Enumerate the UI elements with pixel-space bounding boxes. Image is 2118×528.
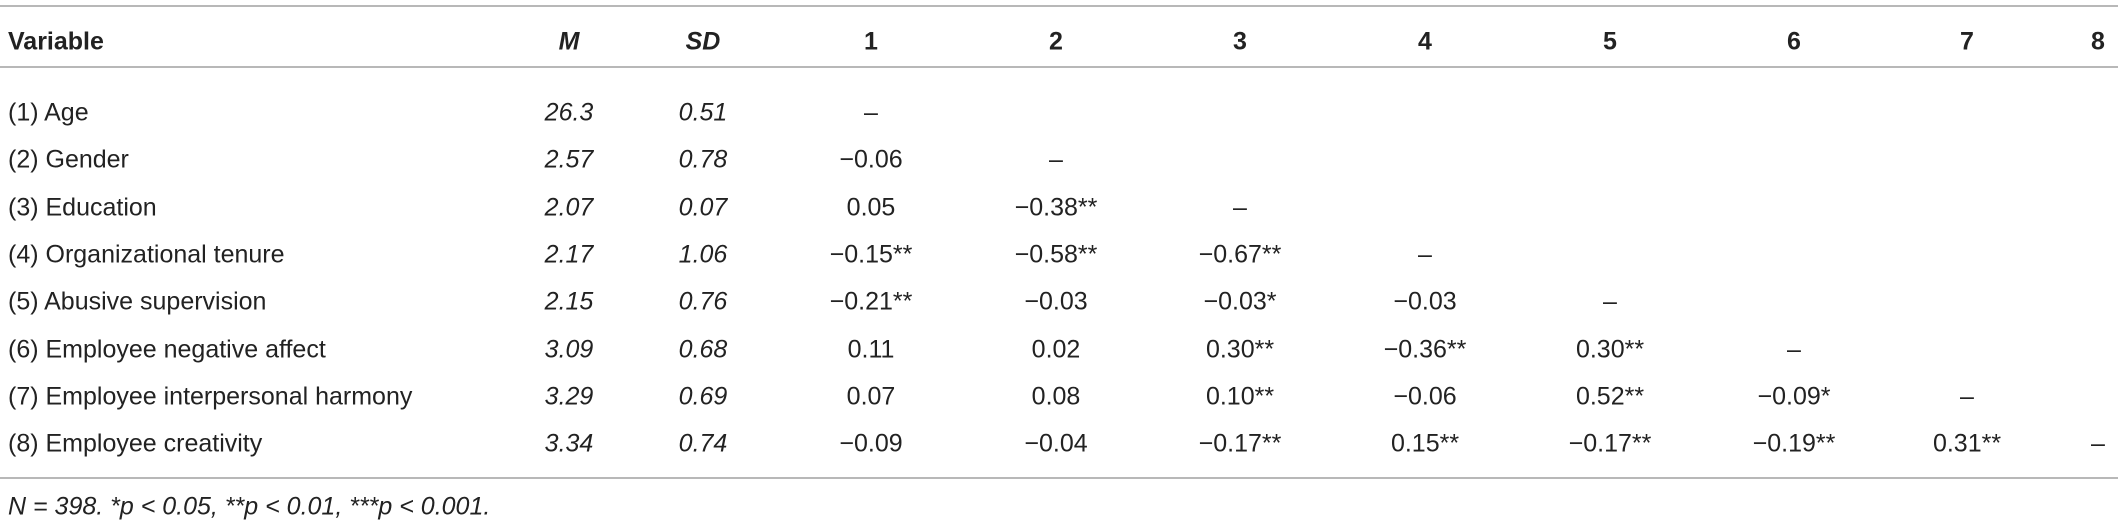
table-cell: −0.17**	[1568, 429, 1652, 458]
table-cell: 0.08	[1031, 382, 1081, 411]
row-label: (4) Organizational tenure	[8, 240, 285, 269]
table-cell: –	[1787, 335, 1801, 363]
table-cell: −0.09	[839, 429, 903, 458]
table-cell: −0.03	[1024, 287, 1088, 316]
table-cell: 0.68	[678, 335, 728, 363]
table-cell: −0.03	[1393, 287, 1457, 316]
table-cell: –	[1603, 287, 1617, 316]
table-cell: 2.57	[544, 145, 594, 174]
row-label: (1) Age	[8, 98, 89, 127]
header-cell: 6	[1787, 27, 1801, 56]
table-cell: –	[864, 98, 878, 127]
header-cell: 8	[2091, 27, 2105, 56]
bottom-rule	[0, 477, 2118, 479]
row-label: (7) Employee interpersonal harmony	[8, 382, 413, 411]
header-cell: 4	[1418, 27, 1432, 56]
header-cell: Variable	[8, 27, 104, 56]
header-cell: 5	[1603, 27, 1617, 56]
row-label: (8) Employee creativity	[8, 429, 263, 458]
table-cell: 0.02	[1031, 335, 1081, 363]
header-rule	[0, 66, 2118, 68]
header-cell: SD	[685, 27, 721, 56]
table-cell: 0.74	[678, 429, 728, 458]
table-cell: −0.19**	[1752, 429, 1836, 458]
table-cell: –	[1233, 193, 1247, 222]
row-label: (5) Abusive supervision	[8, 287, 267, 316]
table-cell: 3.29	[544, 382, 594, 411]
table-cell: 0.30**	[1575, 335, 1645, 363]
header-cell: 2	[1049, 27, 1063, 56]
table-cell: –	[1049, 145, 1063, 174]
table-cell: 0.10**	[1205, 382, 1275, 411]
table-cell: 0.07	[678, 193, 728, 222]
header-cell: 1	[864, 27, 878, 56]
table-cell: 3.09	[544, 335, 594, 363]
table-cell: 0.05	[846, 193, 896, 222]
top-rule	[0, 5, 2118, 7]
table-cell: –	[1960, 382, 1974, 411]
header-cell: 3	[1233, 27, 1247, 56]
table-cell: −0.36**	[1383, 335, 1467, 363]
table-cell: 2.15	[544, 287, 594, 316]
table-cell: −0.58**	[1014, 240, 1098, 269]
table-cell: −0.03*	[1203, 287, 1277, 316]
table-cell: −0.04	[1024, 429, 1088, 458]
table-cell: 0.69	[678, 382, 728, 411]
header-cell: M	[558, 27, 580, 56]
row-label: (6) Employee negative affect	[8, 335, 326, 363]
table-cell: 0.78	[678, 145, 728, 174]
row-label: (3) Education	[8, 193, 157, 222]
footnote: N = 398. *p < 0.05, **p < 0.01, ***p < 0…	[8, 492, 491, 521]
header-cell: 7	[1960, 27, 1974, 56]
table-cell: 0.52**	[1575, 382, 1645, 411]
table-cell: −0.21**	[829, 287, 913, 316]
table-cell: −0.09*	[1757, 382, 1831, 411]
table-cell: −0.67**	[1198, 240, 1282, 269]
table-cell: –	[2091, 429, 2105, 458]
table-cell: −0.17**	[1198, 429, 1282, 458]
table-cell: −0.38**	[1014, 193, 1098, 222]
table-cell: 0.51	[678, 98, 728, 127]
table-cell: −0.06	[839, 145, 903, 174]
table-cell: –	[1418, 240, 1432, 269]
table-cell: 1.06	[678, 240, 728, 269]
table-cell: 2.17	[544, 240, 594, 269]
table-cell: 0.30**	[1205, 335, 1275, 363]
table-cell: 0.76	[678, 287, 728, 316]
table-cell: 0.07	[846, 382, 896, 411]
table-cell: 2.07	[544, 193, 594, 222]
table-cell: 0.31**	[1932, 429, 2002, 458]
table-cell: 0.11	[847, 335, 895, 363]
row-label: (2) Gender	[8, 145, 129, 174]
table-cell: 3.34	[544, 429, 594, 458]
table-cell: 26.3	[544, 98, 594, 127]
table-cell: 0.15**	[1390, 429, 1460, 458]
table-cell: −0.06	[1393, 382, 1457, 411]
table-cell: −0.15**	[829, 240, 913, 269]
